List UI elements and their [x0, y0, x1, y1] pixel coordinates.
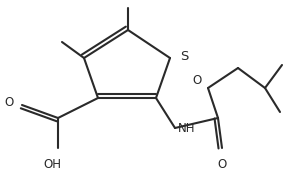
Text: O: O: [5, 96, 14, 109]
Text: O: O: [193, 73, 202, 86]
Text: NH: NH: [178, 121, 196, 135]
Text: OH: OH: [43, 158, 61, 171]
Text: S: S: [180, 49, 188, 63]
Text: O: O: [217, 158, 227, 171]
